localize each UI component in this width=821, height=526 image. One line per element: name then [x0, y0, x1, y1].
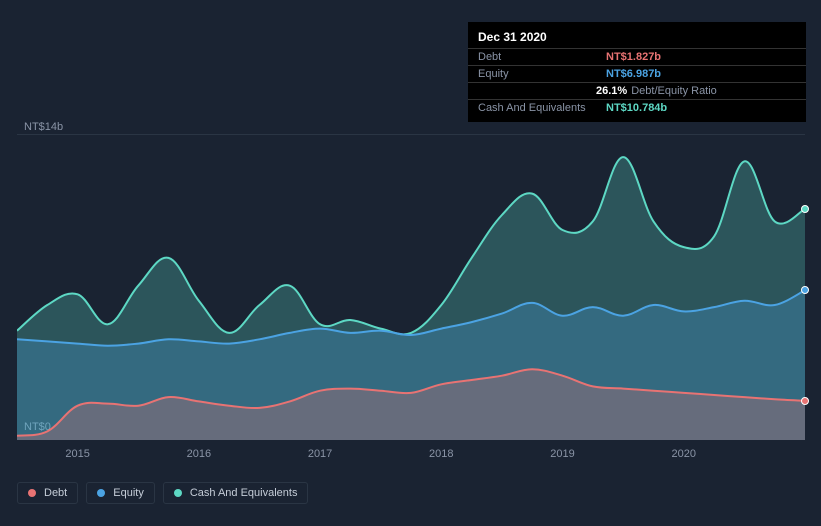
- legend-dot-icon: [174, 489, 182, 497]
- tooltip-row-equity: Equity NT$6.987b: [468, 65, 806, 82]
- legend-item-cash-and-equivalents[interactable]: Cash And Equivalents: [163, 482, 309, 504]
- endpoint-debt: [801, 397, 809, 405]
- endpoint-equity: [801, 286, 809, 294]
- x-axis-label: 2017: [308, 448, 332, 460]
- tooltip-value: NT$1.827b: [606, 51, 661, 63]
- legend-dot-icon: [97, 489, 105, 497]
- endpoint-cash: [801, 205, 809, 213]
- x-axis-label: 2015: [65, 448, 89, 460]
- legend-label: Cash And Equivalents: [190, 487, 298, 499]
- gridline-top: [17, 134, 805, 135]
- legend-item-equity[interactable]: Equity: [86, 482, 155, 504]
- tooltip-row-cash: Cash And Equivalents NT$10.784b: [468, 99, 806, 116]
- legend-item-debt[interactable]: Debt: [17, 482, 78, 504]
- tooltip-ratio-label: Debt/Equity Ratio: [631, 85, 717, 97]
- y-axis-label-max: NT$14b: [24, 121, 63, 133]
- x-axis-label: 2019: [550, 448, 574, 460]
- legend-label: Debt: [44, 487, 67, 499]
- tooltip-ratio-pct: 26.1%: [596, 85, 627, 97]
- chart-legend: Debt Equity Cash And Equivalents: [17, 482, 308, 504]
- area-chart[interactable]: [17, 140, 805, 440]
- chart-svg: [17, 140, 805, 440]
- x-axis-label: 2016: [187, 448, 211, 460]
- chart-tooltip: Dec 31 2020 Debt NT$1.827b Equity NT$6.9…: [468, 22, 806, 122]
- tooltip-label: Debt: [478, 51, 606, 63]
- tooltip-label: Cash And Equivalents: [478, 102, 606, 114]
- tooltip-row-debt: Debt NT$1.827b: [468, 48, 806, 65]
- tooltip-value: NT$6.987b: [606, 68, 661, 80]
- tooltip-value: NT$10.784b: [606, 102, 667, 114]
- tooltip-label: Equity: [478, 68, 606, 80]
- tooltip-row-ratio: 26.1% Debt/Equity Ratio: [468, 82, 806, 99]
- x-axis: 2015 2016 2017 2018 2019 2020: [17, 448, 805, 464]
- x-axis-label: 2018: [429, 448, 453, 460]
- legend-label: Equity: [113, 487, 144, 499]
- tooltip-date: Dec 31 2020: [468, 28, 806, 48]
- x-axis-label: 2020: [672, 448, 696, 460]
- legend-dot-icon: [28, 489, 36, 497]
